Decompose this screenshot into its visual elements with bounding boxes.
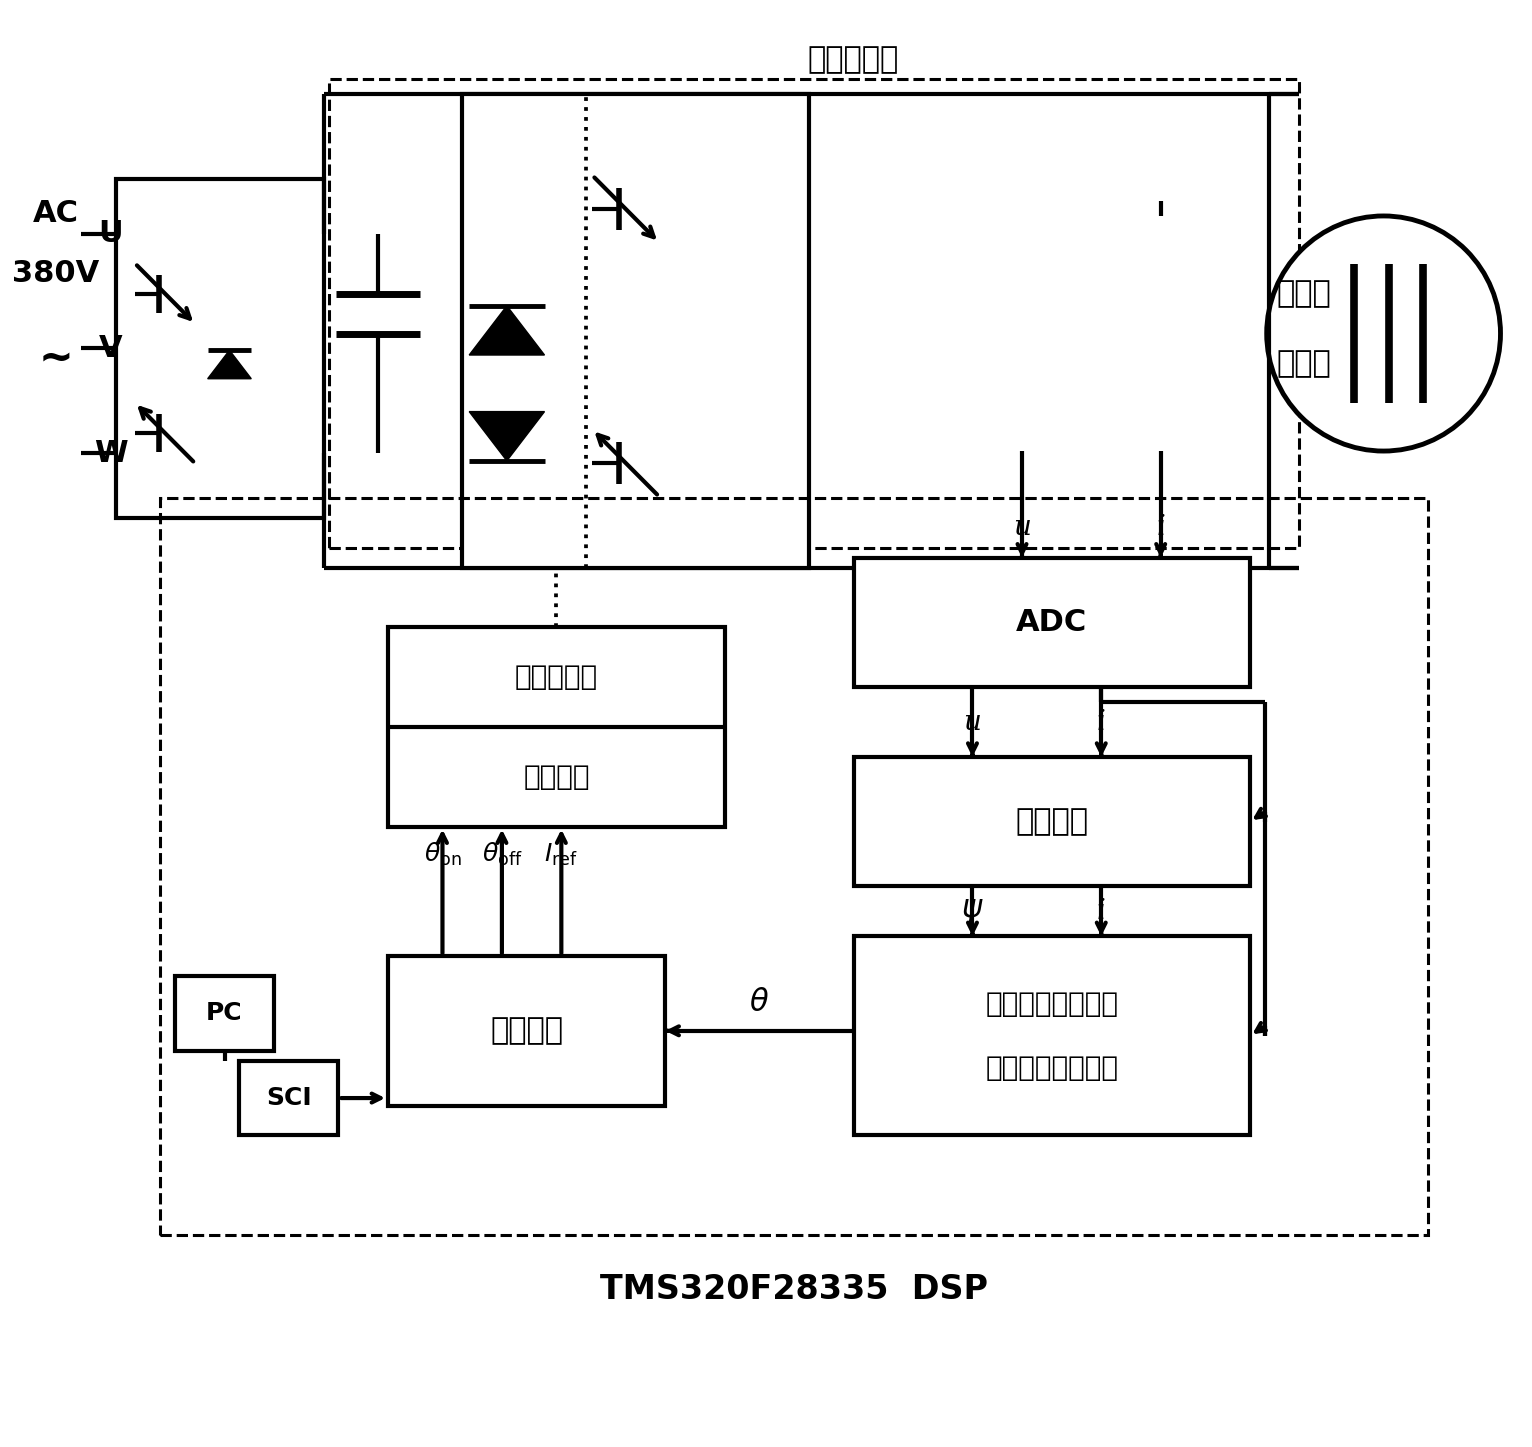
Text: ~: ~: [38, 337, 74, 379]
Text: 380V: 380V: [12, 259, 100, 288]
Bar: [853, 936, 1250, 1136]
Bar: [175, 977, 274, 1051]
Text: u: u: [964, 709, 982, 735]
Text: 逻辑门触发: 逻辑门触发: [515, 663, 597, 692]
Text: 开关磁: 开关磁: [1278, 279, 1331, 308]
Text: U: U: [98, 220, 123, 249]
Bar: [115, 179, 323, 518]
Text: i: i: [1097, 709, 1106, 735]
Polygon shape: [469, 411, 544, 460]
Text: 电流调节: 电流调节: [522, 763, 590, 792]
Text: SCI: SCI: [267, 1087, 311, 1110]
Circle shape: [1267, 216, 1500, 451]
Text: TMS320F28335  DSP: TMS320F28335 DSP: [601, 1273, 988, 1307]
Bar: [388, 956, 665, 1106]
Text: $\theta_{\rm off}$: $\theta_{\rm off}$: [481, 841, 522, 868]
Bar: [853, 557, 1250, 687]
Text: V: V: [98, 334, 123, 363]
Text: 功率变换器: 功率变换器: [807, 45, 899, 74]
Text: $\psi$: $\psi$: [961, 897, 984, 926]
Bar: [463, 94, 809, 567]
Text: 控制算法: 控制算法: [490, 1016, 564, 1045]
Text: W: W: [93, 438, 127, 467]
Polygon shape: [208, 350, 251, 379]
Text: u: u: [1013, 514, 1031, 541]
Text: AC: AC: [34, 200, 80, 229]
Bar: [853, 757, 1250, 887]
Text: $I_{\rm ref}$: $I_{\rm ref}$: [544, 841, 578, 868]
Bar: [161, 498, 1428, 1236]
Text: i: i: [1157, 514, 1166, 541]
Text: 磁链计算: 磁链计算: [1016, 807, 1088, 836]
Polygon shape: [469, 305, 544, 355]
Text: $\theta_{\rm on}$: $\theta_{\rm on}$: [424, 841, 461, 868]
Bar: [328, 80, 1299, 547]
Text: 关向量机预测模型: 关向量机预测模型: [985, 1053, 1118, 1082]
Text: $\theta$: $\theta$: [749, 988, 769, 1017]
Text: 阻电机: 阻电机: [1278, 349, 1331, 378]
Text: PC: PC: [207, 1001, 244, 1026]
Text: 转子位置的优化相: 转子位置的优化相: [985, 990, 1118, 1017]
Bar: [388, 628, 725, 826]
Text: ADC: ADC: [1016, 608, 1088, 637]
Bar: [239, 1061, 339, 1136]
Text: i: i: [1097, 897, 1106, 925]
